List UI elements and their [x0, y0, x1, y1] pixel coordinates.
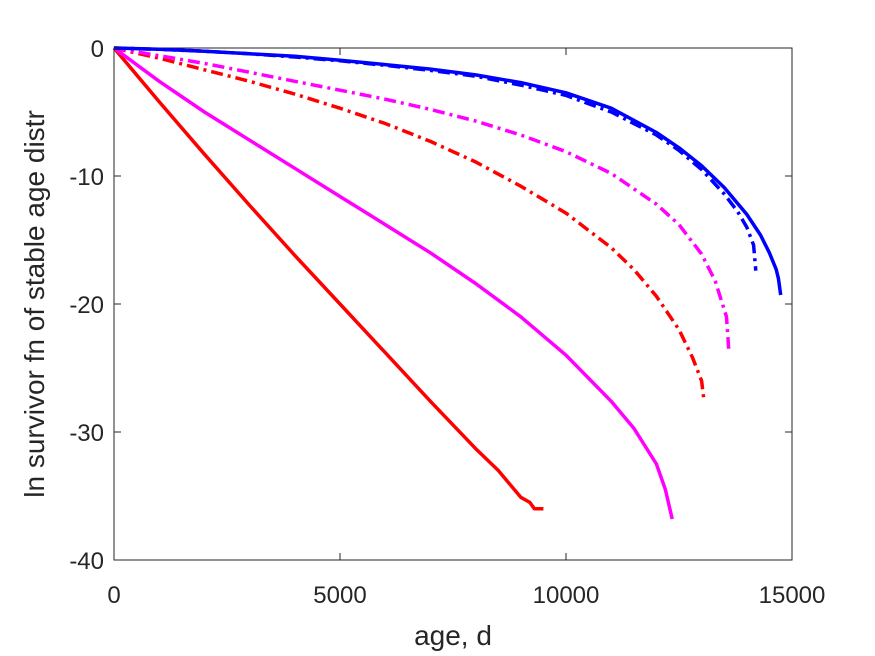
series-line-1 [112, 46, 544, 511]
y-tick-label: -40 [69, 548, 104, 575]
x-tick-label: 5000 [313, 582, 366, 609]
y-tick-label: -20 [69, 292, 104, 319]
plot-area: 0 5000 10000 15000 0 -10 -20 -30 -40 [69, 36, 825, 609]
ticks-layer: 0 5000 10000 15000 0 -10 -20 -30 -40 [69, 36, 825, 609]
x-tick-label: 10000 [533, 582, 600, 609]
y-tick-label: -30 [69, 420, 104, 447]
x-axis-title: age, d [414, 620, 492, 651]
series-line-4 [113, 46, 731, 349]
series-line-2 [112, 46, 674, 520]
y-axis-title: ln survivor fn of stable age distr [19, 110, 50, 498]
y-tick-label: -10 [69, 164, 104, 191]
series-line-3 [113, 46, 706, 401]
y-tick-label: 0 [91, 36, 104, 63]
series-layer [112, 46, 783, 520]
series-line-6 [113, 46, 783, 296]
x-tick-label: 0 [107, 582, 120, 609]
x-tick-label: 15000 [759, 582, 826, 609]
